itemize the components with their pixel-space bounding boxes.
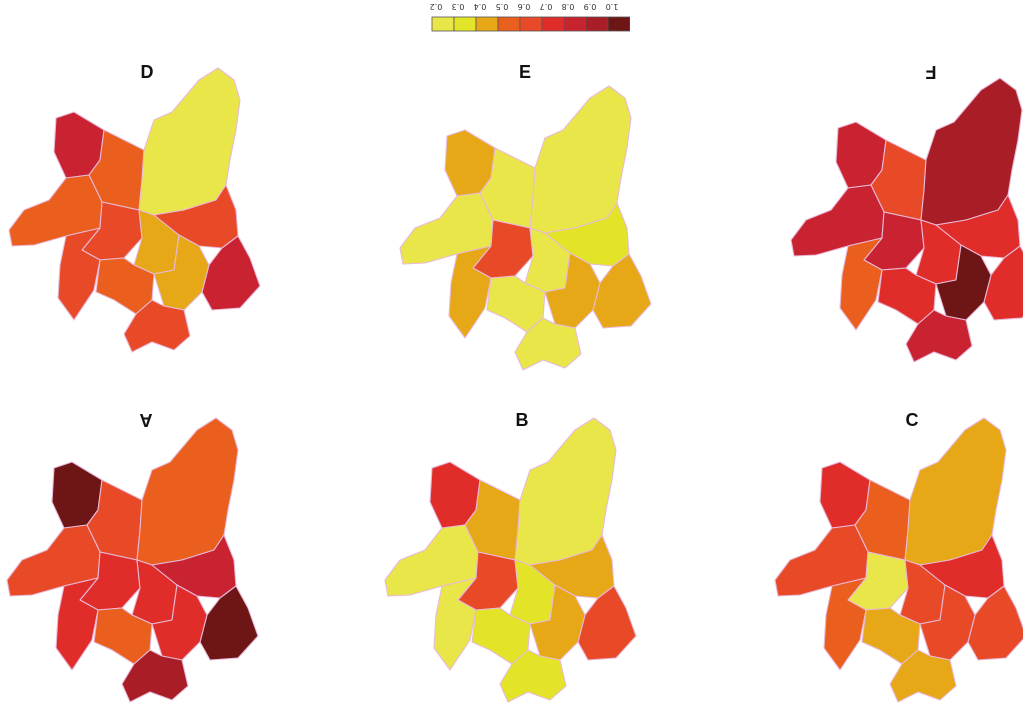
map-title: F xyxy=(926,62,937,82)
region-sw xyxy=(433,577,477,671)
map-panel-d xyxy=(8,67,261,353)
region-s xyxy=(905,309,973,363)
legend-tick-label: 0.5 xyxy=(496,2,509,11)
legend-tick-label: 0.6 xyxy=(518,2,531,11)
map-title: C xyxy=(906,410,919,430)
region-sw xyxy=(823,577,867,671)
map-title: A xyxy=(140,410,153,430)
region-s xyxy=(123,299,191,353)
legend-tick-label: 0.3 xyxy=(452,2,465,11)
region-s xyxy=(889,649,957,703)
map-title: D xyxy=(141,62,154,82)
legend-tick-label: 0.7 xyxy=(540,2,553,11)
map-panel-b xyxy=(384,417,637,703)
legend-tick-label: 0.9 xyxy=(584,2,597,11)
map-title: B xyxy=(516,410,529,430)
region-s xyxy=(121,649,189,703)
legend-swatch xyxy=(607,16,630,32)
color-scale-legend: 0.2 0.3 0.4 0.5 0.6 0.7 0.8 0.9 1.0 xyxy=(430,2,630,32)
legend-tick-label: 0.2 xyxy=(430,2,442,11)
region-sw xyxy=(839,237,883,331)
legend-tick-label: 1.0 xyxy=(606,2,619,11)
map-title: E xyxy=(519,62,531,82)
map-panel-e xyxy=(399,85,652,371)
region-sw xyxy=(57,227,101,321)
map-panel-a xyxy=(6,417,259,703)
region-sw xyxy=(55,577,99,671)
region-s xyxy=(499,649,567,703)
map-panel-f xyxy=(790,77,1023,363)
map-panel-c xyxy=(774,417,1023,703)
legend-tick-label: 0.8 xyxy=(562,2,575,11)
region-s xyxy=(514,317,582,371)
region-sw xyxy=(448,245,492,339)
legend-tick-label: 0.4 xyxy=(474,2,487,11)
